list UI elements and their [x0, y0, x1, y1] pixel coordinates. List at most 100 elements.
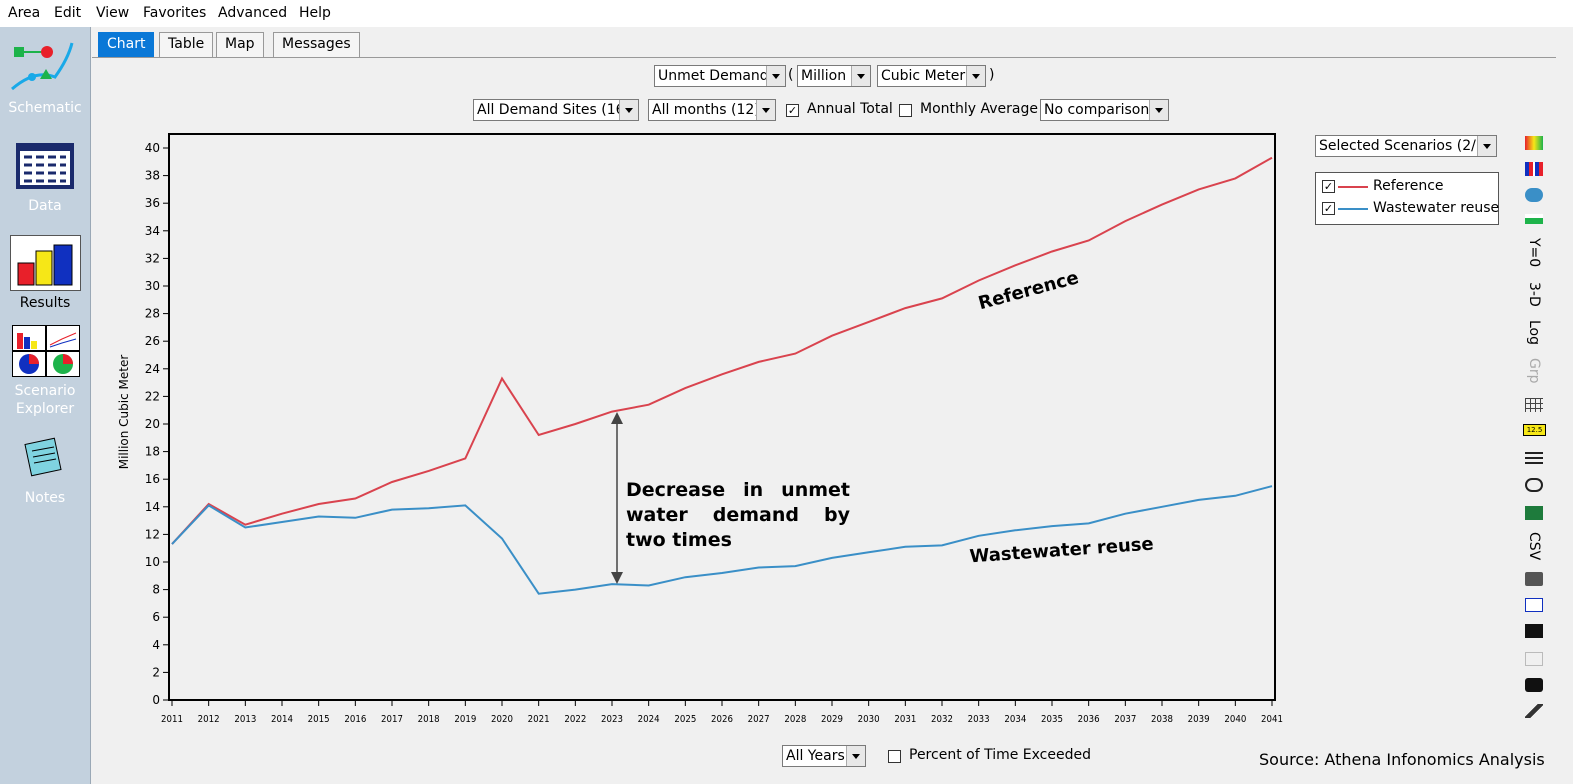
variable-dropdown[interactable]: Unmet Demand — [654, 65, 786, 87]
toolbar-toggle[interactable]: 3-D — [1526, 282, 1542, 307]
x-tick-label: 2024 — [638, 714, 660, 725]
scale-dropdown[interactable]: Million — [797, 65, 871, 87]
y-tick-label: 32 — [145, 251, 160, 265]
x-tick-label: 2034 — [1004, 714, 1026, 725]
scenarios-dropdown[interactable]: Selected Scenarios (2/17) — [1315, 135, 1497, 157]
results-icon[interactable] — [10, 235, 82, 291]
menu-item[interactable]: Favorites — [143, 5, 207, 21]
toolbar-icon[interactable] — [1525, 678, 1543, 692]
x-tick-label: 2019 — [454, 714, 476, 725]
y-tick-label: 14 — [145, 500, 160, 514]
tab[interactable]: Table — [159, 32, 214, 57]
menu-bar: Area Edit View Favorites Advanced Help — [0, 0, 1573, 27]
y-tick-label: 36 — [145, 196, 160, 210]
notes-icon[interactable] — [24, 437, 66, 477]
y-tick-label: 30 — [145, 279, 160, 293]
y-tick-label: 38 — [145, 169, 160, 183]
months-dropdown[interactable]: All months (12) — [648, 99, 776, 121]
x-tick-label: 2011 — [161, 714, 183, 725]
checkbox[interactable] — [888, 750, 901, 763]
menu-item[interactable]: Advanced — [218, 5, 288, 21]
x-tick-label: 2017 — [381, 714, 403, 725]
legend-checkbox[interactable]: ✓ — [1322, 202, 1335, 215]
toolbar-icon[interactable] — [1525, 598, 1543, 612]
y-tick-label: 16 — [145, 472, 160, 486]
x-tick-label: 2025 — [674, 714, 696, 725]
y-tick-label: 6 — [152, 610, 160, 624]
toolbar-icon — [1525, 652, 1543, 666]
x-tick-label: 2040 — [1224, 714, 1246, 725]
annotation-arrowhead — [611, 412, 623, 424]
toolbar-toggle: Grp — [1526, 358, 1542, 384]
schematic-icon[interactable] — [10, 39, 82, 99]
view-label[interactable]: Results — [19, 295, 71, 311]
sites-dropdown[interactable]: All Demand Sites (16) — [473, 99, 639, 121]
y-tick-label: 2 — [152, 665, 160, 679]
toolbar-icon[interactable] — [1525, 506, 1543, 520]
view-label[interactable]: Data — [28, 198, 62, 214]
toolbar-icon[interactable] — [1525, 136, 1543, 150]
x-tick-label: 2021 — [528, 714, 550, 725]
years-dropdown[interactable]: All Years — [782, 745, 866, 767]
toolbar-badge[interactable]: 12.5 — [1523, 424, 1546, 436]
legend-swatch — [1338, 186, 1368, 188]
tab-rule — [92, 57, 1556, 58]
x-tick-label: 2039 — [1188, 714, 1210, 725]
comparison-dropdown[interactable]: No comparison — [1040, 99, 1169, 121]
y-tick-label: 24 — [145, 362, 160, 376]
x-tick-label: 2030 — [858, 714, 880, 725]
toolbar-icon[interactable] — [1525, 478, 1543, 492]
checkbox-label[interactable]: Monthly Average — [920, 101, 1038, 117]
y-tick-label: 34 — [145, 224, 160, 238]
toolbar-icon[interactable] — [1525, 214, 1543, 224]
view-label[interactable]: Notes — [24, 490, 66, 506]
tab[interactable]: Map — [216, 32, 264, 57]
toolbar-icon[interactable] — [1525, 452, 1543, 466]
menu-item[interactable]: Area — [8, 5, 41, 21]
unit-dropdown[interactable]: Cubic Meter — [877, 65, 986, 87]
toolbar-toggle[interactable]: Log — [1526, 320, 1542, 346]
tab[interactable]: Messages — [273, 32, 360, 57]
toolbar-icon[interactable] — [1525, 398, 1543, 412]
x-tick-label: 2026 — [711, 714, 733, 725]
series-line — [171, 485, 1273, 595]
view-label[interactable]: Schematic — [8, 100, 82, 116]
toolbar-icon[interactable] — [1525, 624, 1543, 638]
scenario-explorer-icon[interactable] — [12, 325, 80, 377]
x-tick-label: 2032 — [931, 714, 953, 725]
y-tick-label: 20 — [145, 417, 160, 431]
x-tick-label: 2020 — [491, 714, 513, 725]
toolbar-icon[interactable] — [1525, 188, 1543, 202]
x-tick-label: 2038 — [1151, 714, 1173, 725]
checkbox-label[interactable]: Annual Total — [807, 101, 893, 117]
checkbox-label[interactable]: Percent of Time Exceeded — [909, 747, 1091, 763]
paren: ( — [788, 67, 794, 83]
x-tick-label: 2012 — [198, 714, 220, 725]
view-label[interactable]: Scenario Explorer — [14, 383, 76, 417]
legend-label: Reference — [1373, 178, 1444, 194]
menu-item[interactable]: Edit — [54, 5, 82, 21]
legend-checkbox[interactable]: ✓ — [1322, 180, 1335, 193]
toolbar-icon[interactable] — [1525, 572, 1543, 586]
plot-frame — [168, 133, 1276, 701]
menu-item[interactable]: Help — [299, 5, 331, 21]
legend-label: Wastewater reuse — [1373, 200, 1500, 216]
y-tick-label: 22 — [145, 389, 160, 403]
checkbox[interactable]: ✓ — [786, 104, 799, 117]
legend: ✓ Reference ✓ Wastewater reuse — [1315, 172, 1499, 225]
x-tick-label: 2033 — [968, 714, 990, 725]
y-tick-label: 8 — [152, 583, 160, 597]
source-note: Source: Athena Infonomics Analysis — [1259, 750, 1545, 769]
toolbar-icon[interactable] — [1525, 162, 1543, 176]
toolbar-toggle[interactable]: Y=0 — [1526, 238, 1542, 268]
x-tick-label: 2018 — [418, 714, 440, 725]
menu-item[interactable]: View — [96, 5, 130, 21]
checkbox[interactable] — [899, 104, 912, 117]
data-icon[interactable] — [16, 143, 74, 189]
annotation-box: Decrease in unmet water demand by two ti… — [626, 479, 850, 551]
toolbar-toggle[interactable]: CSV — [1526, 532, 1542, 561]
tab[interactable]: Chart — [98, 32, 155, 57]
legend-swatch — [1338, 208, 1368, 210]
toolbar-icon[interactable] — [1525, 704, 1543, 718]
